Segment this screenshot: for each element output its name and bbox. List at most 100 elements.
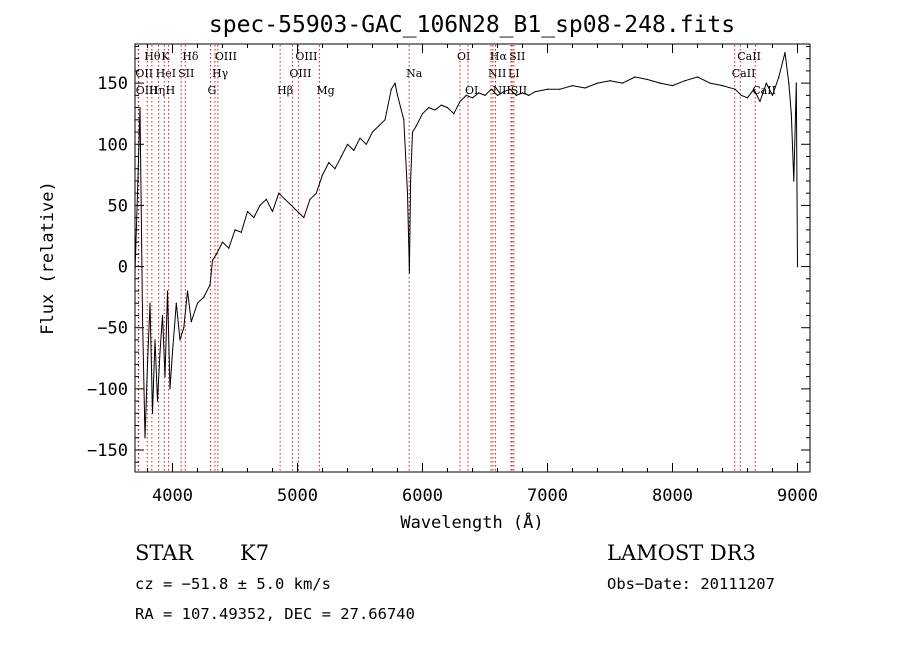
line-marker-label-18: OI xyxy=(465,84,478,97)
data-point-54 xyxy=(394,82,396,84)
data-point-34 xyxy=(271,210,274,213)
x-tick-label-1: 5000 xyxy=(277,486,318,506)
data-point-65 xyxy=(440,104,442,106)
data-point-28 xyxy=(234,229,236,231)
data-point-75 xyxy=(503,91,505,93)
series-line-0 xyxy=(134,52,798,439)
data-point-92 xyxy=(684,80,686,82)
y-axis-label: Flux (relative) xyxy=(38,181,58,335)
data-point-21 xyxy=(196,302,199,304)
line-marker-label-7: Hδ xyxy=(182,50,199,63)
data-point-77 xyxy=(515,94,517,96)
data-point-85 xyxy=(596,82,599,84)
line-marker-label-0: Hθ xyxy=(144,50,161,63)
data-point-60 xyxy=(411,131,414,133)
line-marker-label-17: OI xyxy=(457,50,470,63)
data-point-108 xyxy=(795,82,797,84)
line-marker-label-26: CaII xyxy=(732,67,756,80)
data-point-15 xyxy=(171,351,174,353)
data-point-2 xyxy=(139,107,141,109)
data-point-44 xyxy=(334,168,336,170)
y-axis-ticks: −150 −100 −50 0 50 100 150 xyxy=(87,45,810,463)
data-point-24 xyxy=(211,259,214,261)
spectrum-info-panel: STAR K7 LAMOST DR3 cz = −51.8 ± 5.0 km/s… xyxy=(135,541,775,623)
data-point-62 xyxy=(421,113,424,115)
data-point-58 xyxy=(408,272,410,274)
x-tick-label-5: 9000 xyxy=(777,486,818,506)
observation-date: Obs−Date: 20111207 xyxy=(607,575,775,593)
data-point-37 xyxy=(290,204,292,206)
data-point-14 xyxy=(169,388,171,390)
data-point-99 xyxy=(753,88,755,90)
x-tick-label-3: 7000 xyxy=(527,486,568,506)
y-tick-label-6: 150 xyxy=(97,74,128,94)
object-subclass: K7 xyxy=(240,541,269,565)
data-point-27 xyxy=(228,247,230,249)
data-point-72 xyxy=(484,94,486,96)
y-tick-label-2: −50 xyxy=(97,319,128,339)
data-point-88 xyxy=(634,76,636,78)
spectrum-series xyxy=(134,52,799,439)
data-point-33 xyxy=(265,198,267,200)
line-marker-label-22: SII xyxy=(509,50,525,63)
data-point-35 xyxy=(278,192,280,194)
line-marker-label-1: OII xyxy=(135,67,153,80)
plot-frame xyxy=(134,43,811,473)
x-tick-label-2: 6000 xyxy=(402,486,443,506)
data-point-51 xyxy=(378,125,380,127)
data-point-66 xyxy=(446,107,449,109)
line-marker-label-25: CaII xyxy=(737,50,761,63)
data-point-81 xyxy=(546,88,549,90)
data-point-25 xyxy=(215,253,217,255)
data-point-94 xyxy=(709,82,711,84)
data-point-9 xyxy=(156,400,159,402)
data-point-53 xyxy=(390,88,392,90)
data-point-87 xyxy=(621,82,624,84)
data-point-56 xyxy=(403,119,405,121)
data-point-96 xyxy=(734,88,736,90)
line-marker-label-16: Na xyxy=(406,67,423,80)
data-point-61 xyxy=(415,125,417,127)
data-point-67 xyxy=(453,113,455,115)
data-point-19 xyxy=(186,290,189,292)
data-point-12 xyxy=(164,376,166,378)
data-point-100 xyxy=(759,100,761,103)
data-point-106 xyxy=(790,113,792,115)
data-point-11 xyxy=(161,314,164,317)
data-point-83 xyxy=(571,85,574,87)
data-point-76 xyxy=(509,88,511,90)
data-point-3 xyxy=(141,314,144,317)
data-point-47 xyxy=(353,149,355,151)
data-point-41 xyxy=(315,192,317,194)
x-axis-ticks: 4000 5000 6000 7000 8000 9000 xyxy=(147,44,818,506)
data-point-97 xyxy=(740,94,742,96)
chart-title: spec-55903-GAC_106N28_B1_sp08-248.fits xyxy=(209,12,735,38)
data-point-91 xyxy=(671,85,674,87)
data-point-69 xyxy=(465,94,467,96)
data-point-90 xyxy=(659,82,661,84)
data-point-93 xyxy=(696,76,699,78)
data-point-107 xyxy=(793,180,795,182)
data-point-64 xyxy=(434,109,436,111)
data-point-45 xyxy=(340,155,342,158)
line-marker-label-15: Mg xyxy=(316,84,334,97)
data-point-22 xyxy=(203,296,205,298)
line-marker-label-24: SII xyxy=(511,84,527,97)
data-point-59 xyxy=(410,180,412,182)
line-marker-label-8: SII xyxy=(178,67,194,80)
data-point-95 xyxy=(721,85,724,87)
object-class: STAR xyxy=(135,541,194,565)
data-point-101 xyxy=(765,82,767,84)
data-point-86 xyxy=(609,80,611,82)
data-point-16 xyxy=(175,302,177,304)
data-point-82 xyxy=(559,88,561,90)
data-point-104 xyxy=(784,52,786,54)
line-marker-label-10: Hγ xyxy=(212,67,229,80)
line-marker-label-20: NII xyxy=(488,67,506,80)
data-point-6 xyxy=(149,302,151,304)
data-point-73 xyxy=(490,88,492,90)
line-marker-label-9: OIII xyxy=(215,50,237,63)
line-marker-label-12: OIII xyxy=(295,50,317,63)
line-marker-label-4: HeI xyxy=(156,67,176,80)
